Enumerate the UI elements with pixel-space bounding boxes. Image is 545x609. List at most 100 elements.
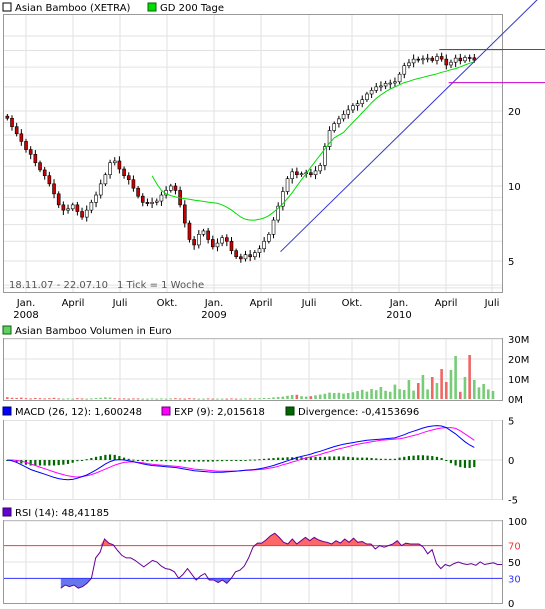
price-candle xyxy=(318,165,323,172)
price-candle xyxy=(140,195,145,203)
volume-bar xyxy=(304,396,308,399)
volume-bar xyxy=(76,398,79,400)
price-candle xyxy=(10,117,14,127)
price-candle xyxy=(225,237,229,242)
volume-bar xyxy=(421,375,425,399)
volume-bar xyxy=(473,380,476,399)
legend-swatch-macd xyxy=(2,406,12,416)
divergence-bar xyxy=(375,458,378,460)
divergence-bar xyxy=(272,458,275,460)
volume-bar xyxy=(342,393,345,399)
price-candle xyxy=(267,233,271,242)
price-candle xyxy=(472,57,477,61)
volume-bar xyxy=(80,398,84,400)
price-candle xyxy=(313,170,318,176)
volume-bar xyxy=(104,397,107,399)
x-month-label: Jan. xyxy=(16,298,36,309)
divergence-bar xyxy=(398,457,401,460)
price-candle xyxy=(42,169,47,176)
volume-bar xyxy=(155,398,159,400)
divergence-bar xyxy=(113,454,116,460)
volume-bar xyxy=(160,398,163,400)
divergence-bar xyxy=(52,460,56,466)
volume-bar xyxy=(43,398,46,400)
divergence-bar xyxy=(141,460,144,462)
volume-bar xyxy=(48,398,51,400)
price-candle xyxy=(416,58,421,61)
legend-macd-label: MACD (26, 12): 1,600248 xyxy=(15,407,142,418)
volume-bar xyxy=(416,383,420,399)
divergence-bar xyxy=(34,460,37,466)
price-candle xyxy=(467,57,472,59)
tick-unit-label: 1 Tick = 1 Woche xyxy=(117,280,204,291)
price-candle xyxy=(243,254,248,260)
divergence-bar xyxy=(417,455,420,460)
volume-bar xyxy=(150,398,154,400)
volume-bar xyxy=(290,395,294,399)
divergence-bar xyxy=(66,460,70,464)
divergence-bar xyxy=(314,456,317,460)
volume-bar xyxy=(94,398,98,399)
rsi-y-tick-label: 0 xyxy=(508,599,514,609)
volume-bar xyxy=(164,398,168,400)
price-candle xyxy=(52,183,56,195)
divergence-bar xyxy=(379,458,382,460)
price-candle xyxy=(351,105,355,111)
divergence-bar xyxy=(76,460,79,462)
macd-legend: MACD (26, 12): 1,600248 EXP (9): 2,01561… xyxy=(2,406,419,418)
price-candle xyxy=(98,183,103,196)
volume-bar xyxy=(211,398,215,400)
price-candle xyxy=(271,219,276,235)
divergence-bar xyxy=(202,460,205,462)
divergence-bar xyxy=(235,460,238,461)
divergence-bar xyxy=(426,455,429,460)
volume-bar xyxy=(169,398,173,400)
volume-bar xyxy=(90,398,93,400)
price-candle xyxy=(449,61,453,66)
volume-bar xyxy=(309,396,313,399)
price-candle xyxy=(360,99,365,104)
volume-bar xyxy=(314,395,317,399)
price-candle xyxy=(374,86,379,91)
volume-bar xyxy=(220,398,224,400)
legend-swatch-price xyxy=(2,2,12,12)
macd-y-tick-label: -5 xyxy=(508,496,518,507)
volume-bar xyxy=(272,397,275,399)
price-candle xyxy=(24,141,28,150)
price-candle xyxy=(411,58,416,64)
divergence-bar xyxy=(337,456,340,460)
volume-bar xyxy=(458,391,462,399)
divergence-bar xyxy=(253,459,256,461)
divergence-bar xyxy=(319,456,322,460)
divergence-bar xyxy=(445,460,448,461)
divergence-bar xyxy=(323,456,326,460)
price-candle xyxy=(346,109,351,115)
price-y-tick-label: 5 xyxy=(508,257,514,268)
price-candle xyxy=(150,202,154,204)
divergence-bar xyxy=(291,457,294,460)
volume-bar xyxy=(318,394,322,399)
price-y-tick-label: 20 xyxy=(508,107,521,118)
divergence-bar xyxy=(38,460,42,466)
rsi-y-tick-label: 30 xyxy=(508,574,521,585)
legend-rsi-label: RSI (14): 48,41185 xyxy=(15,508,109,519)
volume-bar xyxy=(426,389,429,399)
volume-bar xyxy=(440,369,443,399)
legend-price-label: Asian Bamboo (XETRA) xyxy=(15,3,131,14)
volume-bar xyxy=(487,389,490,399)
price-candle xyxy=(220,237,224,244)
volume-bar xyxy=(468,355,471,399)
divergence-bar xyxy=(365,457,368,460)
divergence-bar xyxy=(146,460,149,462)
price-candle xyxy=(407,62,411,66)
price-panel-frame xyxy=(3,14,503,293)
volume-bar xyxy=(118,398,121,400)
volume-bar xyxy=(188,398,191,400)
legend-swatch-sma xyxy=(147,2,157,12)
divergence-bar xyxy=(244,460,247,461)
price-candle xyxy=(299,173,304,176)
price-candle xyxy=(38,162,42,171)
date-range-label: 18.11.07 - 22.07.10 xyxy=(9,280,108,291)
